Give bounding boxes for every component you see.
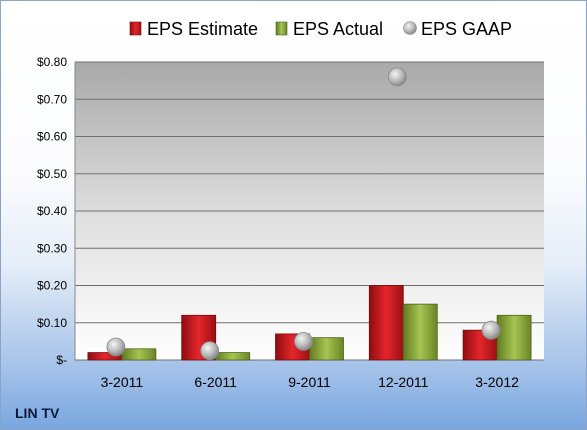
x-tick-label: 9-2011 [288,374,331,390]
x-axis-labels: 3-2011 6-2011 9-2011 12-2011 3-2012 [101,374,519,390]
y-tick-label: $0.60 [37,130,67,144]
x-tick-label: 3-2011 [101,374,144,390]
y-tick-label: $0.70 [37,92,67,106]
legend-label: EPS GAAP [421,19,512,39]
marker-eps-gaap [387,67,407,87]
marker-eps-gaap [294,331,313,351]
marker-eps-gaap [481,320,501,340]
x-tick-label: 3-2012 [475,374,519,390]
y-tick-label: $0.30 [37,241,67,255]
bar-eps-actual [309,337,344,361]
bar-eps-actual [496,314,532,361]
gaap-markers [106,67,501,361]
y-axis-ticks: $- $0.10 $0.20 $0.30 $0.40 $0.50 $0.60 $0.70 $0.… [37,55,67,367]
y-tick-label: $- [56,353,67,367]
x-tick-label: 12-2011 [378,374,429,390]
bar-eps-actual [215,352,251,361]
bar-eps-actual [121,348,157,361]
marker-eps-gaap [200,341,220,361]
y-tick-label: $0.50 [37,167,67,181]
x-tick-label: 6-2011 [194,374,237,390]
gridlines [74,61,544,361]
y-tick-label: $0.80 [37,55,67,69]
marker-eps-gaap [106,337,126,357]
legend: EPS Estimate EPS Actual EPS GAAP [129,19,512,39]
company-label: LIN TV [15,405,60,421]
y-tick-label: $0.10 [37,316,67,330]
bar-eps-estimate [368,285,404,361]
y-tick-label: $0.20 [37,279,67,293]
legend-label: EPS Estimate [147,19,258,39]
legend-label: EPS Actual [293,19,383,39]
legend-swatch [129,21,142,36]
legend-swatch [275,21,288,36]
bar-eps-actual [402,303,438,361]
y-tick-label: $0.40 [37,204,67,218]
legend-swatch [403,21,417,35]
